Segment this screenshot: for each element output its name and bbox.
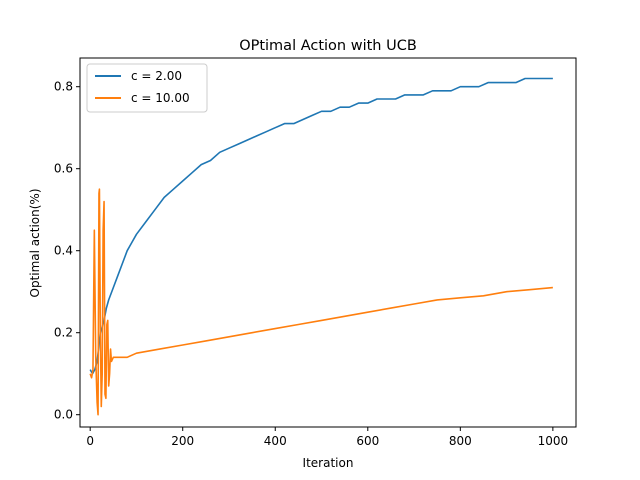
x-tick-label: 0 (86, 434, 94, 448)
x-axis: 0 200 400 600 800 1000 (86, 427, 568, 448)
x-tick-label: 1000 (538, 434, 569, 448)
series-line-1 (89, 188, 553, 416)
y-axis: 0.0 0.2 0.4 0.6 0.8 (54, 80, 80, 422)
x-tick-label: 800 (449, 434, 472, 448)
legend: c = 2.00 c = 10.00 (86, 63, 208, 113)
axes-frame (79, 57, 577, 428)
legend-label-c-10: c = 10.00 (131, 91, 190, 105)
legend-label-c-2: c = 2.00 (131, 69, 182, 83)
chart-title: OPtimal Action with UCB (239, 38, 417, 54)
plot-area (89, 77, 553, 416)
y-tick-label: 0.2 (54, 326, 73, 340)
y-tick-label: 0.8 (54, 80, 73, 94)
x-tick-label: 600 (356, 434, 379, 448)
series-line-0 (89, 77, 553, 375)
y-tick-label: 0.6 (54, 162, 73, 176)
x-tick-label: 200 (171, 434, 194, 448)
y-tick-label: 0.4 (54, 244, 73, 258)
x-axis-label: Iteration (303, 456, 354, 470)
y-tick-label: 0.0 (54, 408, 73, 422)
x-tick-label: 400 (264, 434, 287, 448)
y-axis-label: Optimal action(%) (28, 189, 42, 298)
